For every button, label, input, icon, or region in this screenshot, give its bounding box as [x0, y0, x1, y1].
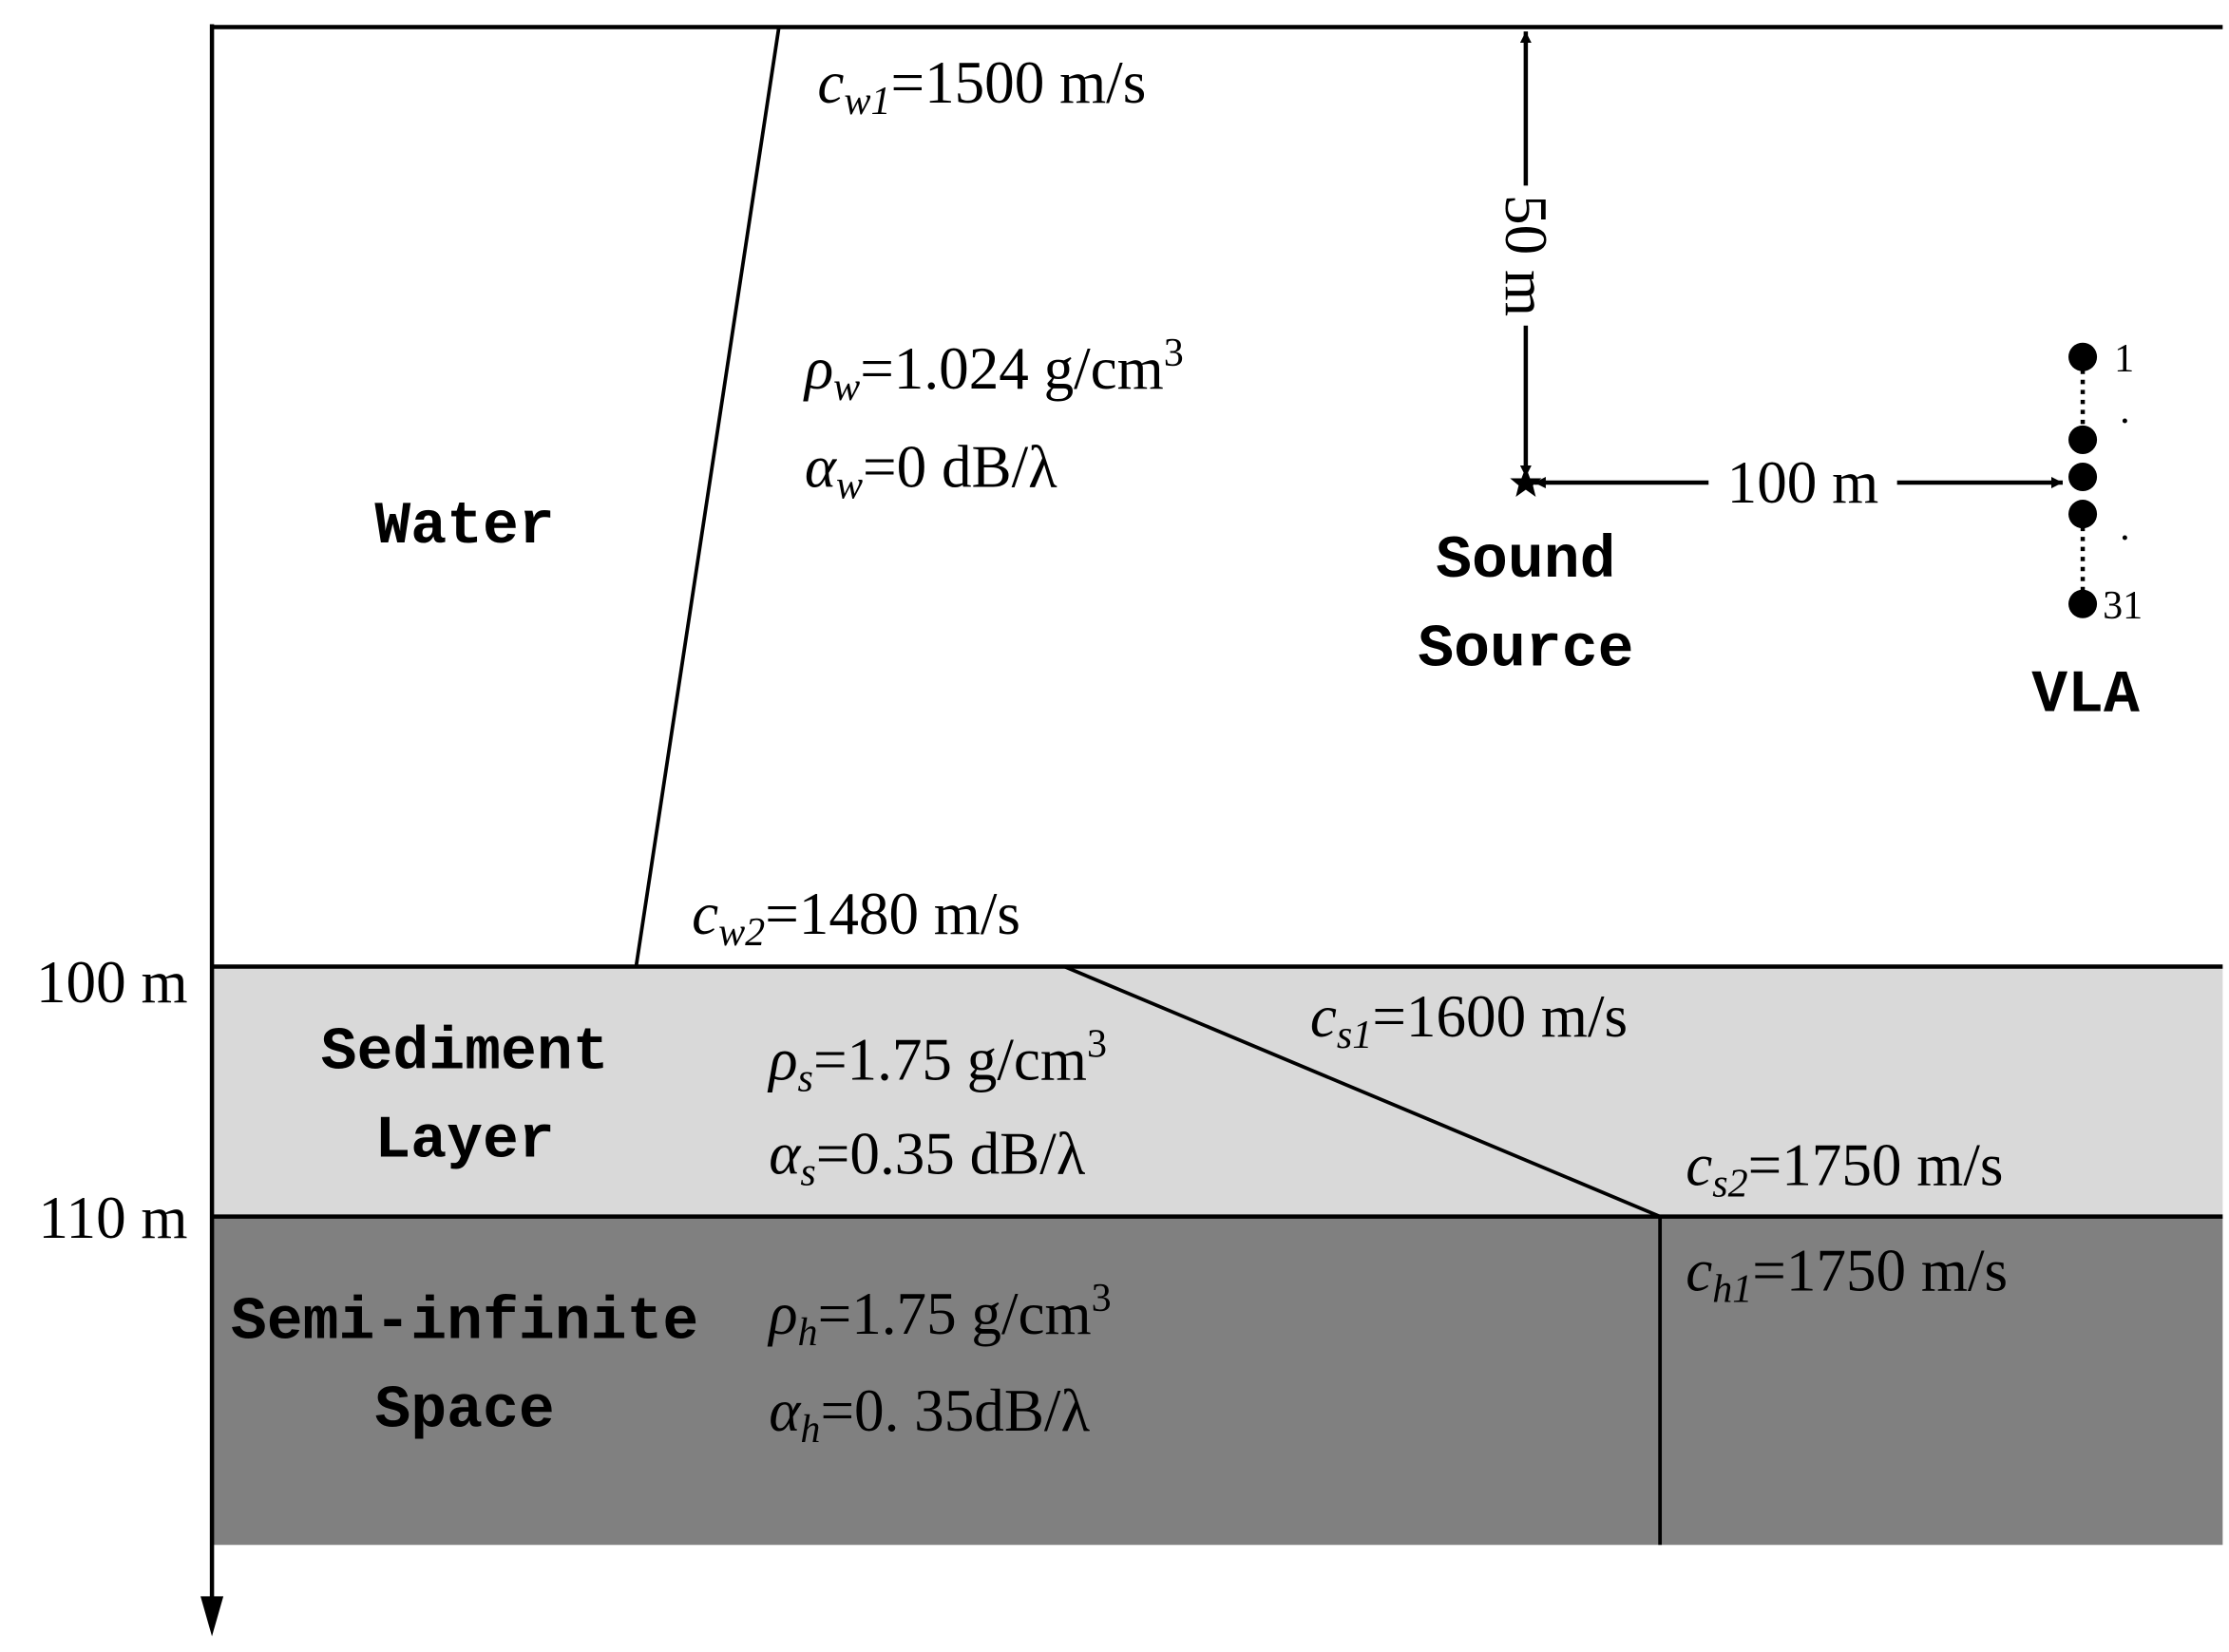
superscript: 3	[1087, 1022, 1107, 1066]
parameter: cs2=1750 m/s	[1686, 1132, 2003, 1206]
value: =1.024 g/cm	[860, 335, 1164, 402]
parameter: cs1=1600 m/s	[1310, 983, 1628, 1057]
element-label: 31	[2103, 584, 2143, 628]
symbol: α	[805, 434, 838, 501]
source-depth-label: 50 m	[1493, 195, 1559, 316]
symbol: α	[769, 1377, 802, 1444]
symbol: α	[769, 1120, 802, 1187]
subscript: w2	[718, 911, 765, 955]
subscript: s	[798, 1056, 813, 1100]
subscript: w	[836, 465, 863, 508]
sediment-speed-profile	[1063, 964, 1661, 1219]
superscript: 3	[1164, 332, 1184, 375]
parameter: αw=0 dB/λ	[805, 434, 1057, 508]
hydrophone	[2068, 462, 2098, 492]
symbol: c	[1686, 1238, 1712, 1304]
subscript: w	[833, 366, 860, 409]
source-label: Source	[1418, 615, 1633, 683]
range-label: 100 m	[1727, 449, 1879, 516]
subscript: w1	[844, 80, 890, 123]
value: =1750 m/s	[1748, 1132, 2004, 1199]
symbol: c	[1686, 1132, 1712, 1199]
subscript: h	[800, 1408, 820, 1452]
symbol: ρ	[803, 335, 833, 402]
value: =0. 35dB/λ	[820, 1377, 1090, 1444]
value: =0 dB/λ	[863, 434, 1057, 501]
basement-fill	[212, 1216, 2223, 1546]
symbol: ρ	[767, 1281, 797, 1347]
superscript: 3	[1092, 1277, 1112, 1320]
element-label: .	[2120, 389, 2130, 432]
value: =1.75 g/cm	[818, 1281, 1092, 1347]
water-speed-profile	[634, 27, 781, 967]
layer-name: Space	[374, 1377, 554, 1445]
sediment-fill	[212, 966, 2223, 1217]
layer-name: Water	[374, 492, 554, 560]
value: =1750 m/s	[1752, 1238, 2008, 1304]
parameter: ch1=1750 m/s	[1686, 1238, 2008, 1312]
subscript: s	[800, 1151, 815, 1195]
depth-label: 110 m	[38, 1185, 187, 1251]
parameter: αs=0.35 dB/λ	[769, 1120, 1086, 1194]
value: =1600 m/s	[1372, 983, 1628, 1050]
value: =0.35 dB/λ	[816, 1120, 1086, 1187]
symbol: ρ	[767, 1026, 797, 1092]
element-label: 1	[2114, 337, 2134, 381]
value: =1480 m/s	[765, 881, 1020, 947]
parameter: ρh=1.75 g/cm3	[767, 1277, 1111, 1355]
depth-label: 100 m	[36, 949, 188, 1016]
value: =1.75 g/cm	[813, 1026, 1087, 1092]
layer-name: Sediment	[321, 1017, 609, 1086]
hydrophone	[2068, 500, 2098, 529]
hydrophone	[2068, 342, 2098, 371]
source-label: Sound	[1436, 526, 1615, 595]
subscript: s1	[1337, 1014, 1372, 1057]
subscript: h	[798, 1311, 818, 1355]
value: =1500 m/s	[890, 49, 1146, 116]
subscript: s2	[1712, 1163, 1747, 1206]
parameter: ρw=1.024 g/cm3	[803, 332, 1184, 409]
layer-name: Semi-infinite	[231, 1287, 698, 1356]
parameter: αh=0. 35dB/λ	[769, 1377, 1090, 1452]
symbol: c	[817, 49, 844, 116]
subscript: h1	[1712, 1268, 1752, 1312]
sound-source	[1510, 466, 1542, 498]
hydrophone	[2068, 589, 2098, 618]
array-label: VLA	[2031, 661, 2140, 730]
parameter: ρs=1.75 g/cm3	[767, 1022, 1107, 1100]
hydrophone	[2068, 425, 2098, 454]
parameter: cw1=1500 m/s	[817, 49, 1146, 123]
parameter: cw2=1480 m/s	[692, 881, 1020, 955]
element-label: .	[2120, 505, 2130, 549]
symbol: c	[692, 881, 718, 947]
layer-name: Layer	[374, 1106, 554, 1174]
axis-arrowhead	[200, 1596, 224, 1637]
symbol: c	[1310, 983, 1337, 1050]
